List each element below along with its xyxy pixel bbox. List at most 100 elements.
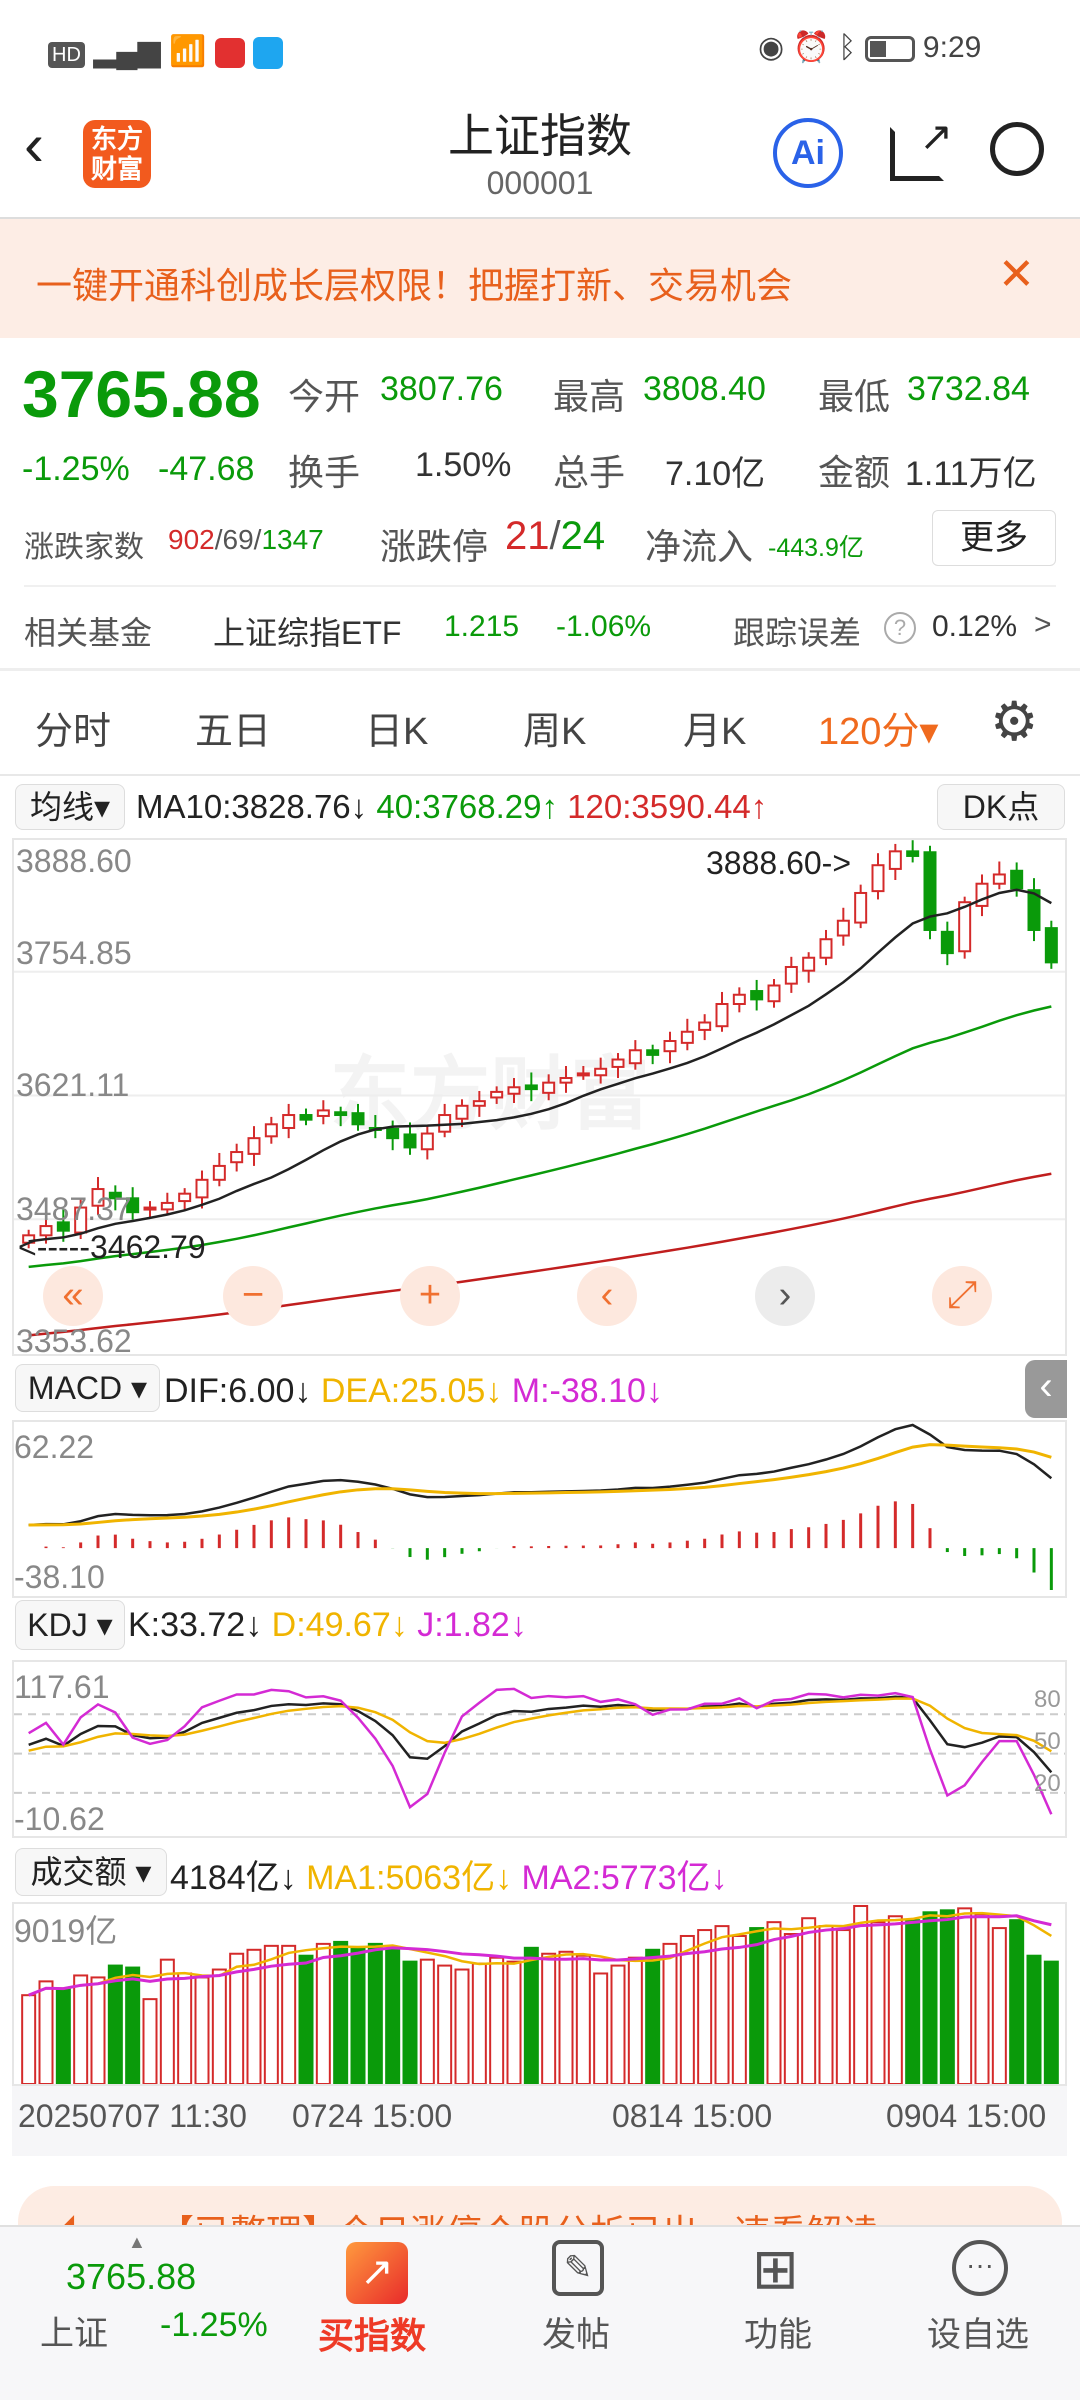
weather-icon	[253, 37, 284, 70]
candle	[680, 1030, 694, 1044]
gear-icon[interactable]: ⚙	[990, 692, 1039, 752]
limit-down-count: 24	[560, 514, 606, 558]
candle	[542, 1081, 556, 1094]
tab-weekly-k[interactable]: 周K	[523, 711, 587, 753]
nav-index-price[interactable]: 3765.88	[66, 2256, 197, 2297]
flat-count: 69	[222, 524, 254, 555]
amount-value: 1.11万亿	[905, 455, 1037, 493]
nav-index-name[interactable]: 上证	[40, 2315, 108, 2353]
candle	[923, 851, 937, 931]
expand-icon[interactable]: ⤢	[932, 1266, 992, 1326]
amount-label: 金额	[818, 452, 891, 493]
alarm-icon: ⏰	[792, 31, 830, 64]
volume-bar	[766, 1921, 782, 2085]
chevron-right-icon: >	[1034, 608, 1052, 641]
ai-button[interactable]: Ai	[773, 118, 843, 188]
tab-120min[interactable]: 120分▾	[818, 711, 939, 753]
nav-label: 买指数	[318, 2315, 427, 2356]
tab-five-day[interactable]: 五日	[195, 711, 272, 753]
tab-minute[interactable]: 分时	[35, 711, 112, 753]
candle	[836, 919, 850, 937]
turnover-label: 换手	[288, 452, 361, 493]
candle	[802, 956, 816, 972]
volume-bar	[731, 1934, 747, 2085]
volume-bar	[211, 1968, 227, 2085]
chevron-left-icon[interactable]: ‹	[577, 1266, 637, 1326]
dk-point-button[interactable]: DK点	[937, 784, 1065, 830]
amount-chart[interactable]	[12, 1902, 1067, 2086]
page-title: 上证指数	[448, 110, 632, 162]
share-button[interactable]: ↗	[890, 115, 953, 181]
promo-banner[interactable]: 一键开通科创成长层权限！把握打新、交易机会 ✕	[0, 219, 1080, 338]
search-button[interactable]	[990, 122, 1044, 176]
kdj-chart[interactable]	[12, 1660, 1067, 1838]
zoom-in-icon[interactable]: +	[400, 1266, 460, 1326]
hd-icon: HD	[48, 42, 85, 68]
down-count: 1347	[261, 524, 324, 555]
y-label: -10.62	[14, 1801, 105, 1837]
candle	[178, 1192, 192, 1203]
candle	[455, 1104, 469, 1120]
sep: /	[253, 524, 262, 555]
y-label: -38.10	[14, 1559, 105, 1595]
fund-label: 相关基金	[24, 615, 153, 651]
amount-selector[interactable]: 成交额 ▾	[15, 1848, 167, 1896]
fund-name: 上证综指ETF	[213, 615, 402, 651]
x-label: 0904 15:00	[886, 2098, 1047, 2134]
chevron-right-icon[interactable]: ›	[755, 1266, 815, 1326]
amount-ma2: MA2:5773亿↓	[521, 1859, 728, 1897]
candle	[472, 1100, 486, 1107]
amount-ma1: MA1:5063亿↓	[306, 1859, 513, 1897]
help-icon[interactable]: ?	[884, 612, 916, 644]
signal-icon: ▂▄▆	[93, 35, 161, 68]
k-value: K:33.72↓	[128, 1606, 263, 1644]
tracking-error-label: 跟踪误差	[733, 615, 862, 651]
nav-label: 功能	[744, 2316, 812, 2354]
indicator-selector[interactable]: 均线▾	[15, 784, 125, 830]
divider	[0, 774, 1080, 776]
min-price-marker: <-----3462.79	[18, 1229, 206, 1265]
time-axis[interactable]	[12, 2086, 1067, 2156]
candle	[56, 1221, 70, 1232]
macd-selector[interactable]: MACD ▾	[15, 1364, 160, 1412]
up-count: 902	[168, 524, 215, 555]
candle	[160, 1201, 174, 1211]
eye-icon: ◉	[758, 31, 785, 64]
candle	[992, 873, 1006, 885]
double-left-icon[interactable]: «	[43, 1266, 103, 1326]
tracking-error-value: 0.12%	[932, 610, 1018, 643]
volume-bar	[523, 1946, 539, 2085]
candle	[91, 1188, 105, 1207]
x-label: 0724 15:00	[292, 2098, 453, 2134]
zoom-out-icon[interactable]: −	[223, 1266, 283, 1326]
tab-monthly-k[interactable]: 月K	[683, 711, 747, 753]
max-price-marker: 3888.60->	[706, 845, 852, 881]
tab-daily-k[interactable]: 日K	[365, 711, 429, 753]
ma40-line	[28, 1005, 1052, 1269]
y-label: 3754.85	[16, 935, 132, 971]
more-button[interactable]: 更多	[932, 510, 1056, 566]
candle	[819, 938, 833, 959]
kdj-selector[interactable]: KDJ ▾	[15, 1600, 125, 1650]
netflow-value: -443.9亿	[768, 534, 864, 562]
candle	[594, 1067, 608, 1077]
volume-bar	[679, 1934, 695, 2085]
candle	[940, 930, 954, 955]
volume-value: 7.10亿	[665, 455, 766, 493]
clock: 9:29	[922, 31, 982, 64]
candle	[195, 1178, 209, 1199]
close-icon[interactable]: ✕	[998, 250, 1035, 299]
volume-label: 总手	[553, 452, 626, 493]
nav-index-change[interactable]: -1.25%	[160, 2306, 268, 2344]
collapse-panel-button[interactable]: ‹	[1025, 1360, 1067, 1418]
level-label: 50	[1034, 1728, 1061, 1755]
kline-chart[interactable]	[12, 838, 1067, 1356]
candle	[958, 901, 972, 953]
back-button[interactable]: ‹	[24, 111, 44, 178]
candle	[628, 1049, 642, 1065]
ma120-line	[28, 1172, 1052, 1337]
candle	[854, 891, 868, 924]
volume-bar	[714, 1925, 730, 2085]
wifi-icon: 📶	[168, 35, 207, 68]
macd-chart[interactable]	[12, 1420, 1067, 1598]
